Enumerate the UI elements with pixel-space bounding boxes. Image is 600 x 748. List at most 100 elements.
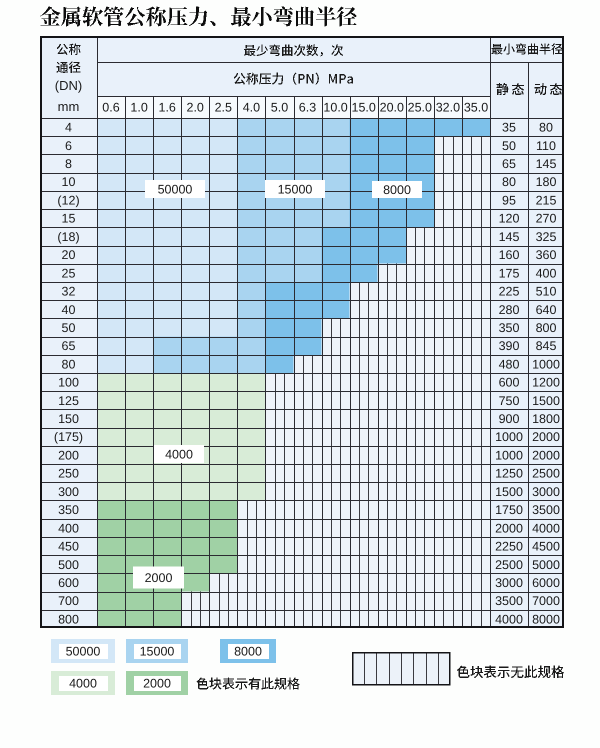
svg-text:125: 125 (58, 394, 79, 408)
svg-text:800: 800 (536, 321, 557, 335)
svg-text:80: 80 (62, 357, 76, 371)
svg-text:20: 20 (62, 248, 76, 262)
svg-text:80: 80 (539, 121, 553, 135)
svg-text:175: 175 (499, 266, 520, 280)
svg-text:2000: 2000 (143, 677, 171, 691)
svg-text:180: 180 (536, 175, 557, 189)
svg-text:600: 600 (58, 576, 79, 590)
svg-text:35: 35 (502, 121, 516, 135)
svg-text:2000: 2000 (532, 449, 560, 463)
svg-text:150: 150 (58, 412, 79, 426)
svg-text:4000: 4000 (69, 677, 97, 691)
svg-text:1000: 1000 (532, 357, 560, 371)
svg-text:4000: 4000 (532, 521, 560, 535)
svg-text:2250: 2250 (495, 540, 523, 554)
svg-text:120: 120 (499, 212, 520, 226)
svg-text:2.0: 2.0 (187, 101, 204, 115)
svg-text:1000: 1000 (495, 430, 523, 444)
svg-text:95: 95 (502, 194, 516, 208)
svg-text:40: 40 (62, 303, 76, 317)
svg-text:32.0: 32.0 (436, 101, 460, 115)
svg-text:50: 50 (62, 321, 76, 335)
svg-text:700: 700 (58, 594, 79, 608)
svg-text:10: 10 (62, 175, 76, 189)
svg-text:500: 500 (58, 558, 79, 572)
svg-text:225: 225 (499, 285, 520, 299)
svg-text:50: 50 (502, 139, 516, 153)
svg-text:2500: 2500 (495, 558, 523, 572)
svg-text:325: 325 (536, 230, 557, 244)
svg-text:400: 400 (58, 521, 79, 535)
svg-text:400: 400 (536, 266, 557, 280)
svg-text:1750: 1750 (495, 503, 523, 517)
svg-text:2000: 2000 (532, 430, 560, 444)
svg-text:4000: 4000 (165, 448, 193, 462)
svg-text:110: 110 (536, 139, 556, 153)
svg-text:845: 845 (536, 339, 557, 353)
svg-text:280: 280 (499, 303, 520, 317)
svg-text:(DN): (DN) (55, 78, 82, 93)
svg-text:250: 250 (58, 467, 79, 481)
svg-text:145: 145 (536, 157, 557, 171)
svg-text:1500: 1500 (532, 394, 560, 408)
svg-text:160: 160 (499, 248, 520, 262)
svg-text:25.0: 25.0 (408, 101, 432, 115)
svg-text:360: 360 (536, 248, 557, 262)
svg-text:6000: 6000 (532, 576, 560, 590)
svg-text:4500: 4500 (532, 540, 560, 554)
svg-text:1.0: 1.0 (130, 101, 147, 115)
svg-text:4.0: 4.0 (243, 101, 260, 115)
svg-text:mm: mm (58, 99, 80, 114)
svg-text:15000: 15000 (140, 645, 175, 659)
svg-text:1200: 1200 (532, 376, 560, 390)
svg-text:1800: 1800 (532, 412, 560, 426)
svg-text:750: 750 (499, 394, 520, 408)
svg-text:5.0: 5.0 (271, 101, 288, 115)
svg-text:(175): (175) (54, 430, 83, 444)
svg-text:10.0: 10.0 (323, 101, 347, 115)
svg-text:1.6: 1.6 (159, 101, 176, 115)
svg-text:510: 510 (536, 285, 557, 299)
svg-text:2.5: 2.5 (215, 101, 232, 115)
svg-text:800: 800 (58, 612, 79, 626)
svg-text:480: 480 (499, 357, 520, 371)
svg-text:600: 600 (499, 376, 520, 390)
svg-text:(12): (12) (57, 194, 79, 208)
svg-text:8: 8 (65, 157, 72, 171)
svg-text:8000: 8000 (234, 645, 262, 659)
svg-text:65: 65 (502, 157, 516, 171)
svg-text:(18): (18) (57, 230, 79, 244)
svg-text:1250: 1250 (495, 467, 523, 481)
svg-text:145: 145 (499, 230, 520, 244)
svg-text:640: 640 (536, 303, 557, 317)
svg-text:8000: 8000 (532, 612, 560, 626)
svg-text:3500: 3500 (532, 503, 560, 517)
svg-text:3000: 3000 (495, 576, 523, 590)
svg-text:15000: 15000 (278, 183, 313, 197)
svg-text:215: 215 (536, 194, 557, 208)
svg-text:100: 100 (58, 376, 79, 390)
svg-text:50000: 50000 (158, 183, 193, 197)
svg-text:50000: 50000 (66, 645, 101, 659)
svg-text:25: 25 (62, 266, 76, 280)
svg-text:20.0: 20.0 (380, 101, 404, 115)
svg-text:1000: 1000 (495, 449, 523, 463)
svg-text:4: 4 (65, 121, 72, 135)
svg-text:4000: 4000 (495, 612, 523, 626)
svg-text:65: 65 (62, 339, 76, 353)
svg-text:15.0: 15.0 (352, 101, 376, 115)
svg-text:3000: 3000 (532, 485, 560, 499)
svg-text:2500: 2500 (532, 467, 560, 481)
svg-text:32: 32 (62, 285, 76, 299)
svg-text:900: 900 (499, 412, 520, 426)
svg-text:8000: 8000 (383, 183, 411, 197)
svg-text:350: 350 (499, 321, 520, 335)
svg-text:2000: 2000 (495, 521, 523, 535)
svg-text:2000: 2000 (145, 571, 173, 585)
svg-text:6: 6 (65, 139, 72, 153)
svg-text:270: 270 (536, 212, 557, 226)
svg-text:200: 200 (58, 449, 79, 463)
svg-text:300: 300 (58, 485, 79, 499)
svg-text:3500: 3500 (495, 594, 523, 608)
svg-text:6.3: 6.3 (299, 101, 316, 115)
